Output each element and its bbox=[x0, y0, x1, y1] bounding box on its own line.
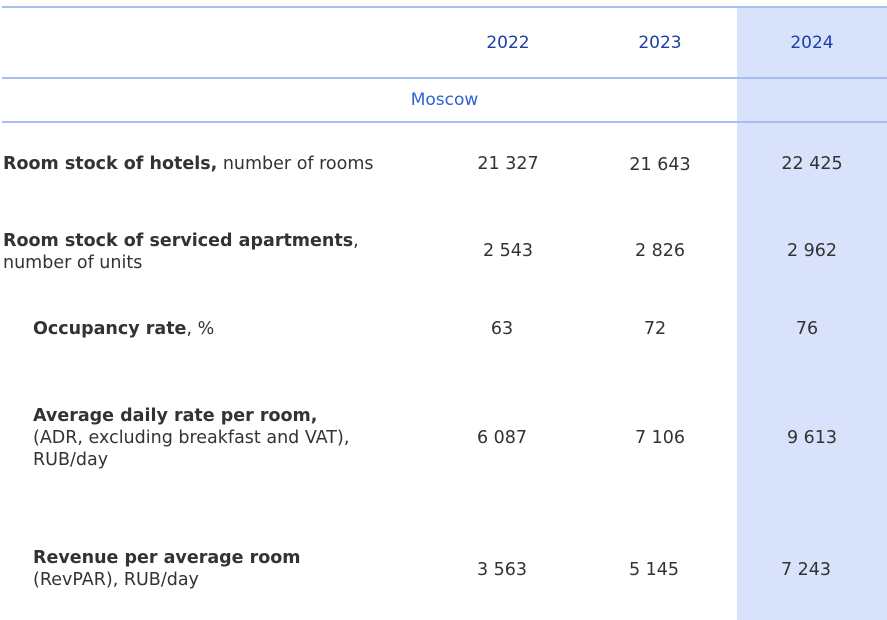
header-rule bbox=[2, 77, 887, 79]
row-label-rest: (RevPAR), RUB/day bbox=[33, 570, 199, 590]
region-title: Moscow bbox=[410, 90, 479, 110]
year-header-2022: 2022 bbox=[486, 33, 530, 53]
table-cell: 22 425 bbox=[781, 154, 843, 174]
table-cell: 21 643 bbox=[629, 155, 691, 175]
row-label-rest: , number of units bbox=[3, 231, 359, 273]
highlight-column-2024 bbox=[737, 7, 887, 620]
table-cell: 63 bbox=[490, 319, 514, 339]
table-cell: 76 bbox=[795, 319, 819, 339]
row-label-bold: Room stock of serviced apartments bbox=[3, 231, 354, 251]
table-cell: 72 bbox=[643, 319, 667, 339]
table-cell: 3 563 bbox=[476, 560, 528, 580]
row-label-occupancy: Occupancy rate, % bbox=[33, 318, 413, 340]
table-cell: 2 826 bbox=[634, 241, 686, 261]
row-label-hotel-stock: Room stock of hotels, number of rooms bbox=[3, 153, 423, 175]
row-label-rest: number of rooms bbox=[217, 154, 374, 174]
table-cell: 2 543 bbox=[482, 241, 534, 261]
table-cell: 2 962 bbox=[786, 241, 838, 261]
row-label-rest: , % bbox=[186, 319, 215, 339]
table-cell: 9 613 bbox=[786, 428, 838, 448]
row-label-bold: Average daily rate per room, bbox=[33, 406, 318, 426]
table-cell: 5 145 bbox=[628, 560, 680, 580]
row-label-apartment-stock: Room stock of serviced apartments, numbe… bbox=[3, 230, 403, 274]
year-header-2023: 2023 bbox=[638, 33, 682, 53]
table-cell: 6 087 bbox=[476, 428, 528, 448]
row-label-revpar: Revenue per average room (RevPAR), RUB/da… bbox=[33, 547, 413, 591]
year-header-2024: 2024 bbox=[790, 33, 834, 53]
top-rule bbox=[2, 6, 887, 8]
table-cell: 21 327 bbox=[477, 154, 539, 174]
row-label-bold: Occupancy rate bbox=[33, 319, 187, 339]
row-label-bold: Revenue per average room bbox=[33, 548, 301, 568]
table-cell: 7 106 bbox=[634, 428, 686, 448]
row-label-adr: Average daily rate per room, (ADR, exclud… bbox=[33, 405, 401, 471]
region-rule bbox=[2, 121, 887, 123]
row-label-bold: Room stock of hotels, bbox=[3, 154, 218, 174]
row-label-rest: (ADR, excluding breakfast and VAT), RUB/… bbox=[33, 428, 350, 470]
table-cell: 7 243 bbox=[780, 560, 832, 580]
